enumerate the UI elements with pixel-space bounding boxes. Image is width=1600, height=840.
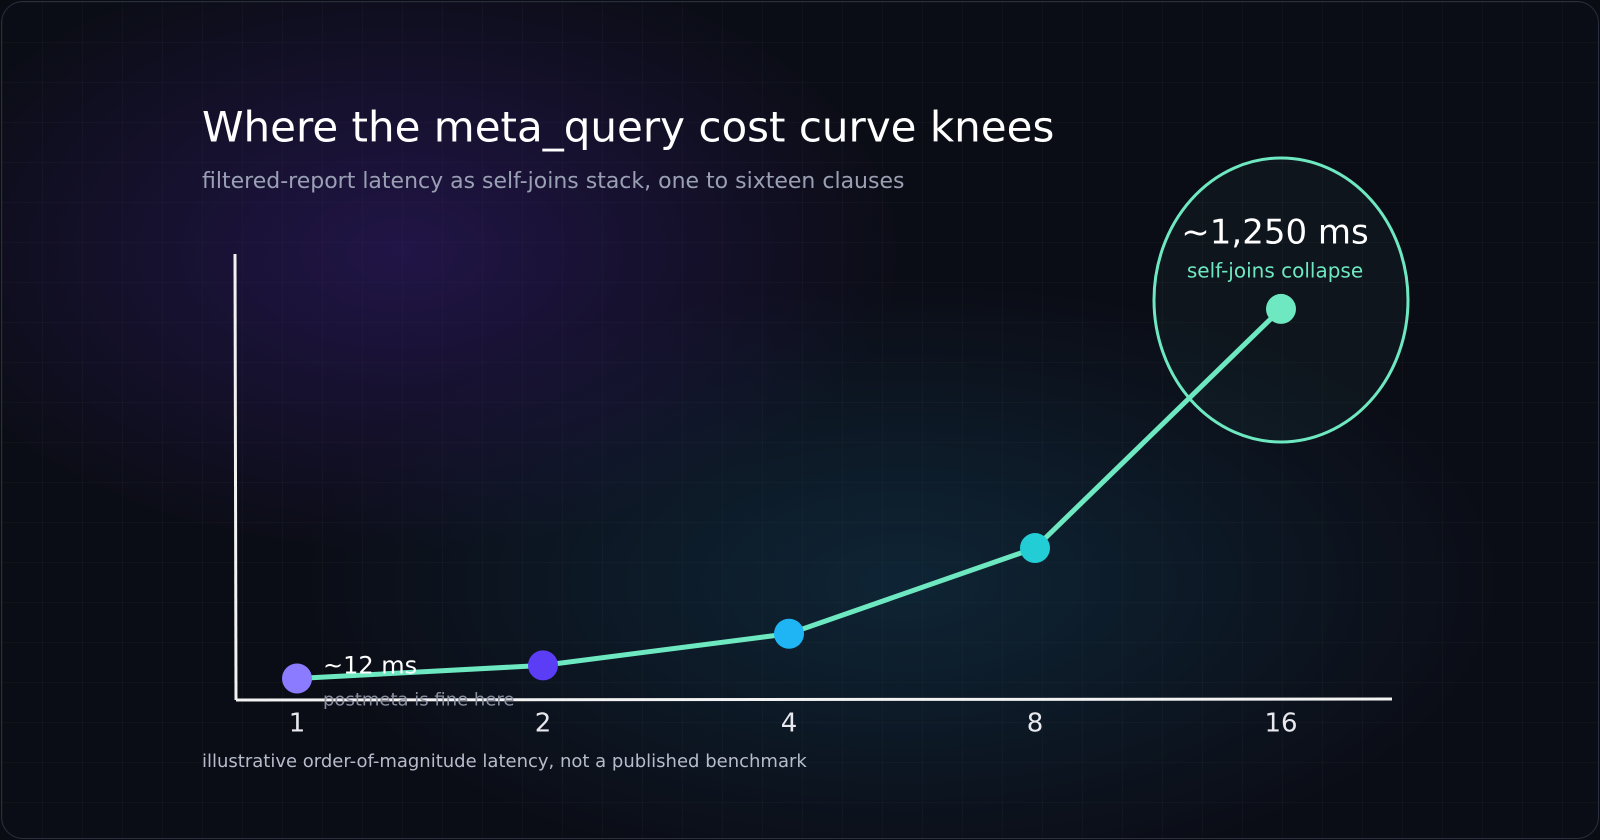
chart-subtitle: filtered-report latency as self-joins st…	[202, 169, 904, 194]
data-point	[282, 663, 312, 694]
chart-title: Where the meta_query cost curve knees	[202, 103, 1054, 152]
x-tick-label: 2	[535, 709, 552, 739]
data-point	[1020, 533, 1050, 564]
y-axis	[233, 253, 238, 701]
data-point	[528, 650, 558, 681]
x-tick-label: 1	[289, 709, 306, 739]
x-axis	[235, 697, 1393, 702]
x-tick-label: 4	[781, 709, 798, 739]
footnote: illustrative order-of-magnitude latency,…	[202, 751, 807, 772]
annotation: postmeta is fine here	[323, 690, 515, 711]
data-point	[1266, 293, 1296, 324]
value-label: ~12 ms	[323, 652, 417, 680]
x-tick-label: 16	[1264, 709, 1297, 739]
data-point	[774, 618, 804, 649]
value-label: ~1,250 ms	[1181, 213, 1368, 253]
annotation: self-joins collapse	[1187, 259, 1363, 283]
x-tick-label: 8	[1027, 709, 1044, 739]
